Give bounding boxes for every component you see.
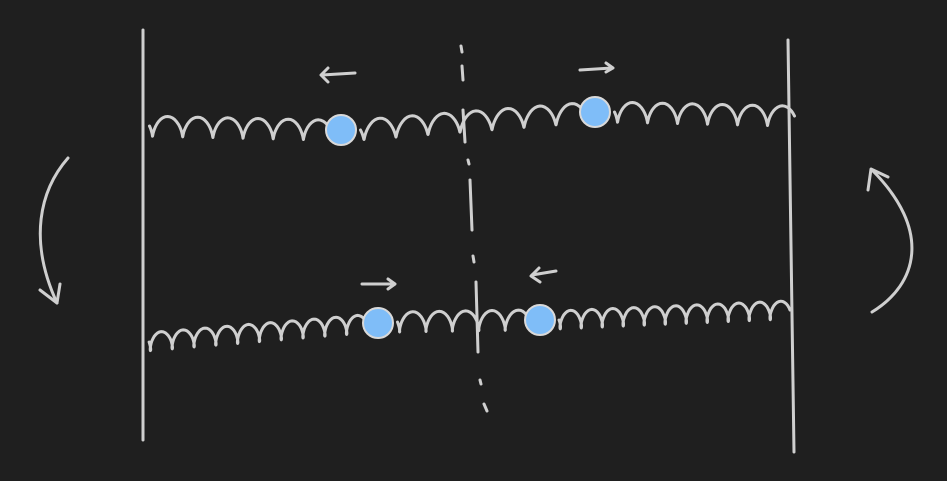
bottom-right-mass: [524, 304, 556, 336]
bottom-left-mass: [362, 307, 394, 339]
bottom-left-spring: [147, 313, 369, 353]
top-right-spring: [613, 101, 796, 127]
top-left-spring: [148, 115, 332, 141]
left-curved-arrow: [38, 156, 70, 305]
bottom-right-spring: [557, 299, 792, 331]
top-middle-spring: [359, 102, 586, 141]
top-left-arrow-left: [319, 66, 357, 84]
bottom-spring-chain: [147, 299, 792, 353]
bottom-right-arrow-left: [529, 266, 558, 284]
top-spring-chain: [148, 101, 796, 141]
four-masses: [325, 96, 611, 339]
right-curved-arrow: [866, 167, 914, 314]
top-left-mass: [325, 114, 357, 146]
four-direction-arrows: [319, 61, 615, 291]
right-wall-line: [786, 38, 796, 454]
center-dashed-symmetry-line: [459, 44, 489, 413]
bottom-left-arrow-right: [360, 277, 397, 291]
bottom-middle-spring: [396, 308, 531, 334]
top-right-mass: [579, 96, 611, 128]
top-right-arrow-right: [578, 61, 615, 74]
